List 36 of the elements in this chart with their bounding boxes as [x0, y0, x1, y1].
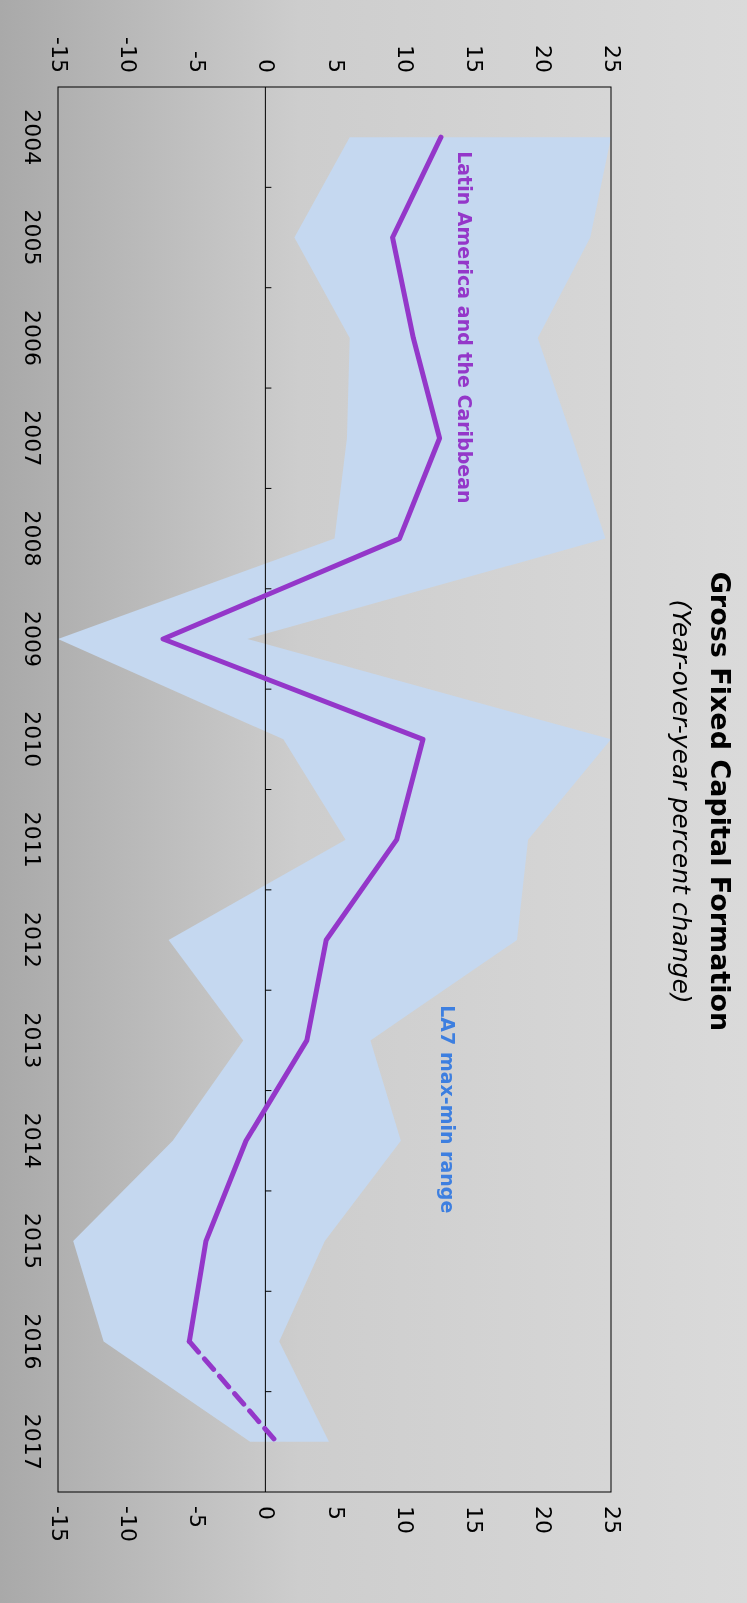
x-tick-label: -5	[185, 51, 211, 73]
x2-tick-label: -5	[185, 1506, 211, 1528]
y-tick-label: 2015	[20, 1213, 45, 1270]
x2-tick-label: 5	[323, 1506, 349, 1520]
x-tick-label: 0	[254, 59, 280, 73]
x-tick-label: 10	[392, 45, 418, 73]
x-tick-label: 5	[323, 59, 349, 73]
y-tick-label: 2014	[20, 1112, 45, 1169]
y-tick-label: 2008	[20, 510, 45, 567]
x2-tick-label: 20	[530, 1506, 556, 1534]
y-tick-label: 2010	[20, 711, 45, 768]
y-tick-label: 2005	[20, 209, 45, 266]
y-tick-label: 2007	[20, 410, 45, 467]
annotation: LA7 max-min range	[436, 1005, 459, 1214]
x2-tick-label: 15	[461, 1506, 487, 1534]
x2-tick-label: -15	[47, 1506, 72, 1542]
y-tick-label: 2013	[20, 1012, 45, 1069]
x2-tick-label: 0	[254, 1506, 280, 1520]
x2-tick-label: 25	[600, 1506, 625, 1534]
x-tick-label: 15	[461, 45, 487, 73]
text: Latin America and the Caribbean	[453, 151, 476, 504]
y-tick-label: 2004	[20, 109, 45, 166]
text: Gross Fixed Capital Formation	[705, 571, 736, 1032]
y-tick-label: 2017	[20, 1413, 45, 1470]
x-tick-label: -15	[47, 37, 72, 73]
text: (Year-over-year percent change)	[667, 599, 696, 1004]
y-tick-label: 2009	[20, 610, 45, 667]
y-tick-label: 2011	[20, 811, 45, 868]
y-tick-label: 2006	[20, 309, 45, 366]
x-tick-label: 25	[600, 45, 625, 73]
x-tick-label: 20	[530, 45, 556, 73]
x2-tick-label: 10	[392, 1506, 418, 1534]
x-tick-label: -10	[116, 37, 142, 73]
x2-tick-label: -10	[116, 1506, 142, 1542]
y-tick-label: 2016	[20, 1313, 45, 1370]
y-tick-label: 2012	[20, 912, 45, 969]
